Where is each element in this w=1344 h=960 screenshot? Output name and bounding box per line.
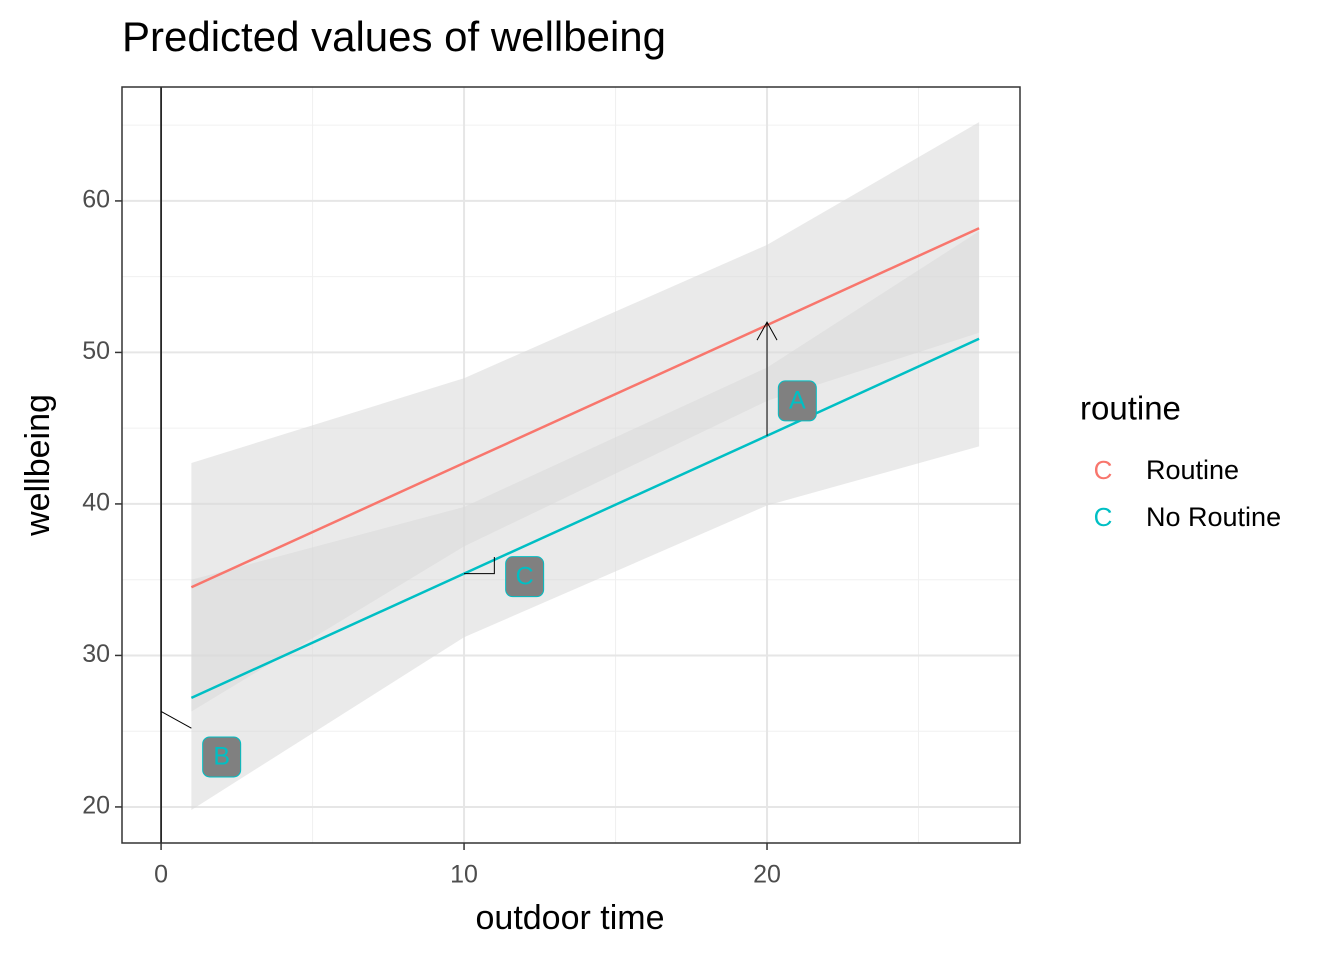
annotation-segment: [464, 556, 495, 575]
y-tick-label: 40: [82, 489, 110, 517]
annotation-segment: [160, 711, 192, 729]
line: [190, 227, 980, 589]
annotation-label: B: [213, 743, 230, 771]
legend-label: No Routine: [1146, 502, 1281, 532]
x-tick-label: 0: [154, 861, 168, 889]
panel-border: [121, 86, 1021, 844]
annotation-label: A: [789, 387, 806, 415]
legend-label: Routine: [1146, 455, 1239, 485]
x-axis-label: outdoor time: [476, 899, 665, 937]
annotation-label: C: [516, 562, 534, 590]
line: [190, 337, 980, 699]
legend-title: routine: [1080, 390, 1181, 427]
annotation-box: [505, 556, 545, 598]
arrow-head: [756, 321, 778, 341]
annotation-box: [777, 380, 817, 422]
y-tick-label: 50: [82, 337, 110, 365]
chart-title: Predicted values of wellbeing: [122, 13, 666, 60]
y-tick-label: 30: [82, 640, 110, 668]
y-tick-label: 60: [82, 186, 110, 214]
x-tick-label: 20: [753, 861, 781, 889]
legend-key: C: [1094, 455, 1113, 485]
y-tick-label: 20: [82, 792, 110, 820]
confidence-band: [191, 231, 980, 810]
annotation-box: [202, 736, 242, 778]
x-tick-label: 10: [450, 861, 478, 889]
legend-key: C: [1094, 502, 1113, 532]
y-axis-label: wellbeing: [19, 394, 57, 537]
